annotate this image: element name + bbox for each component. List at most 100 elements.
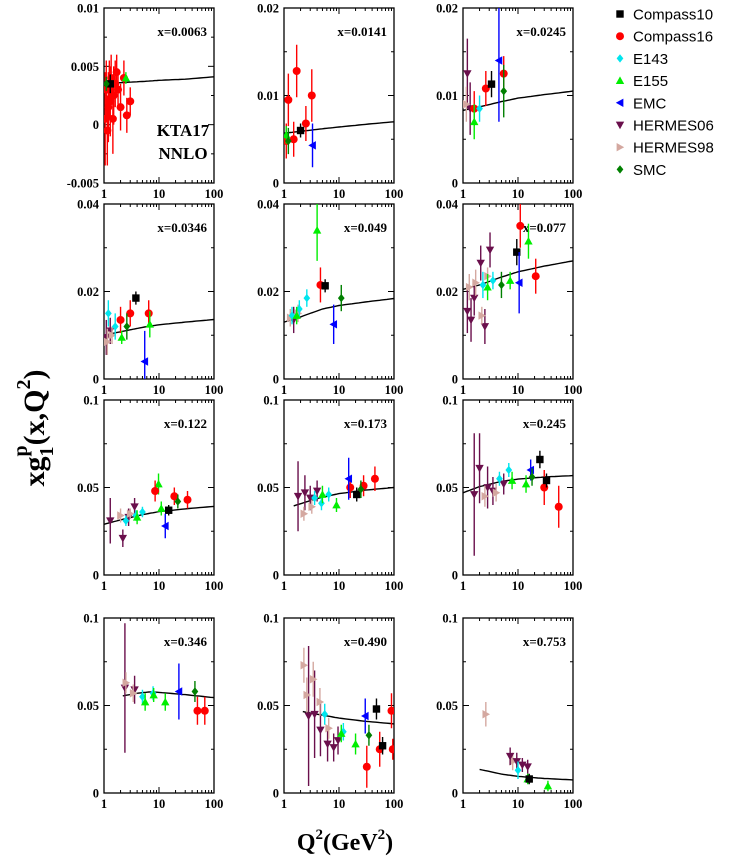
data-point-compass10 [536, 455, 544, 464]
y-tick-label: 0.1 [263, 394, 279, 408]
data-point-smc [500, 86, 508, 96]
data-point-hermes06 [463, 70, 472, 78]
data-point-compass16 [554, 502, 563, 511]
data-point-emc [174, 687, 183, 696]
model-label-line2: NNLO [158, 144, 207, 163]
data-point-hermes98 [325, 724, 333, 733]
panel-plot-area [300, 646, 394, 788]
y-tick-label: 0 [452, 787, 458, 801]
data-point-hermes06 [306, 494, 315, 503]
legend-label: Compass10 [633, 7, 713, 24]
y-tick-label: 0 [452, 177, 458, 191]
data-point-smc [104, 79, 110, 89]
data-point-hermes98 [126, 509, 135, 518]
y-tick-label: 0 [93, 373, 99, 387]
data-point-hermes06 [480, 323, 490, 331]
data-point-e155 [154, 479, 163, 488]
y-tick-label: 0.1 [263, 612, 279, 626]
data-point-hermes98 [300, 509, 309, 518]
x-tick-label: 100 [564, 187, 583, 201]
legend-item: EMC [615, 95, 667, 112]
y-tick-label: 0.1 [442, 394, 458, 408]
data-point-compass16 [108, 114, 117, 123]
panel-3: 1 10 100 0 0.01 0.02 x=0.0245 [436, 2, 583, 202]
data-point-e155 [284, 130, 291, 139]
data-point-smc [365, 731, 373, 740]
data-point-compass10 [353, 490, 361, 499]
x-tick-label: 10 [333, 797, 346, 811]
data-point-emc [140, 357, 149, 366]
data-point-smc [357, 485, 365, 494]
data-point-hermes06 [300, 489, 310, 497]
data-point-hermes98 [129, 689, 138, 698]
data-point-compass16 [370, 474, 379, 483]
data-point-compass10 [513, 248, 521, 256]
data-point-e143 [295, 304, 303, 314]
data-point-hermes98 [303, 690, 312, 700]
x-tick-label: 1 [281, 383, 287, 397]
data-point-hermes06 [312, 487, 322, 496]
x-tick-label: 1 [101, 187, 107, 201]
data-point-e143 [479, 280, 487, 290]
y-tick-label: 0.02 [257, 285, 279, 299]
x-tick-label: 1 [460, 797, 466, 811]
data-point-compass10 [106, 80, 114, 88]
x-tick-label: 100 [385, 187, 404, 201]
data-point-compass16 [116, 103, 125, 112]
legend-label: EMC [633, 95, 667, 112]
data-point-e155 [161, 697, 170, 706]
data-point-e155 [149, 690, 158, 699]
data-point-compass16 [144, 309, 153, 318]
data-point-emc [308, 141, 316, 150]
data-point-e143 [111, 322, 119, 331]
x-tick-label: 100 [385, 797, 404, 811]
legend-marker-compass16 [616, 32, 624, 41]
data-point-hermes06 [505, 752, 515, 761]
data-point-hermes98 [465, 282, 474, 292]
legend-label: SMC [633, 162, 667, 179]
x-tick-label: 100 [205, 383, 224, 397]
y-tick-label: 0.04 [77, 198, 100, 212]
data-point-compass16 [516, 221, 525, 230]
y-tick-label: 0 [452, 569, 458, 583]
data-point-compass16 [289, 135, 298, 144]
panel-plot-area [463, 204, 573, 344]
data-point-e143 [496, 474, 503, 483]
panel-x-label: x=0.245 [523, 416, 567, 431]
data-point-hermes06 [106, 517, 115, 525]
data-point-e155 [312, 226, 322, 234]
data-point-e143 [489, 276, 497, 285]
data-point-e155 [132, 513, 142, 521]
x-tick-label: 100 [385, 579, 404, 593]
data-point-emc [514, 278, 523, 287]
data-point-compass10 [132, 294, 140, 302]
data-point-e155 [483, 282, 492, 291]
y-tick-label: 0 [452, 373, 458, 387]
legend-label: E155 [633, 73, 668, 90]
panel-x-label: x=0.0245 [516, 24, 566, 39]
data-point-e143 [476, 104, 483, 113]
data-point-compass16 [183, 495, 192, 504]
data-point-e143 [139, 692, 146, 701]
y-tick-label: 0 [273, 177, 279, 191]
x-tick-label: 1 [101, 797, 107, 811]
model-label-line1: KTA17 [157, 121, 210, 140]
data-point-compass16 [387, 706, 394, 715]
legend-item: HERMES06 [615, 118, 714, 135]
data-point-emc [361, 711, 369, 721]
data-point-hermes06 [323, 740, 332, 749]
panel-plot-area [463, 8, 573, 140]
data-point-e143 [122, 516, 130, 525]
data-point-compass10 [525, 775, 533, 783]
legend-marker-smc [616, 165, 624, 174]
data-point-hermes98 [472, 278, 480, 287]
data-point-emc [161, 521, 169, 531]
data-point-hermes06 [523, 763, 532, 771]
data-point-hermes98 [478, 311, 487, 320]
y-tick-label: 0.005 [71, 60, 99, 74]
data-point-smc [284, 136, 292, 146]
y-tick-label: 0 [93, 118, 99, 132]
data-point-hermes06 [512, 758, 521, 766]
legend-item: HERMES98 [616, 140, 714, 157]
y-tick-label: 0.02 [436, 285, 458, 299]
